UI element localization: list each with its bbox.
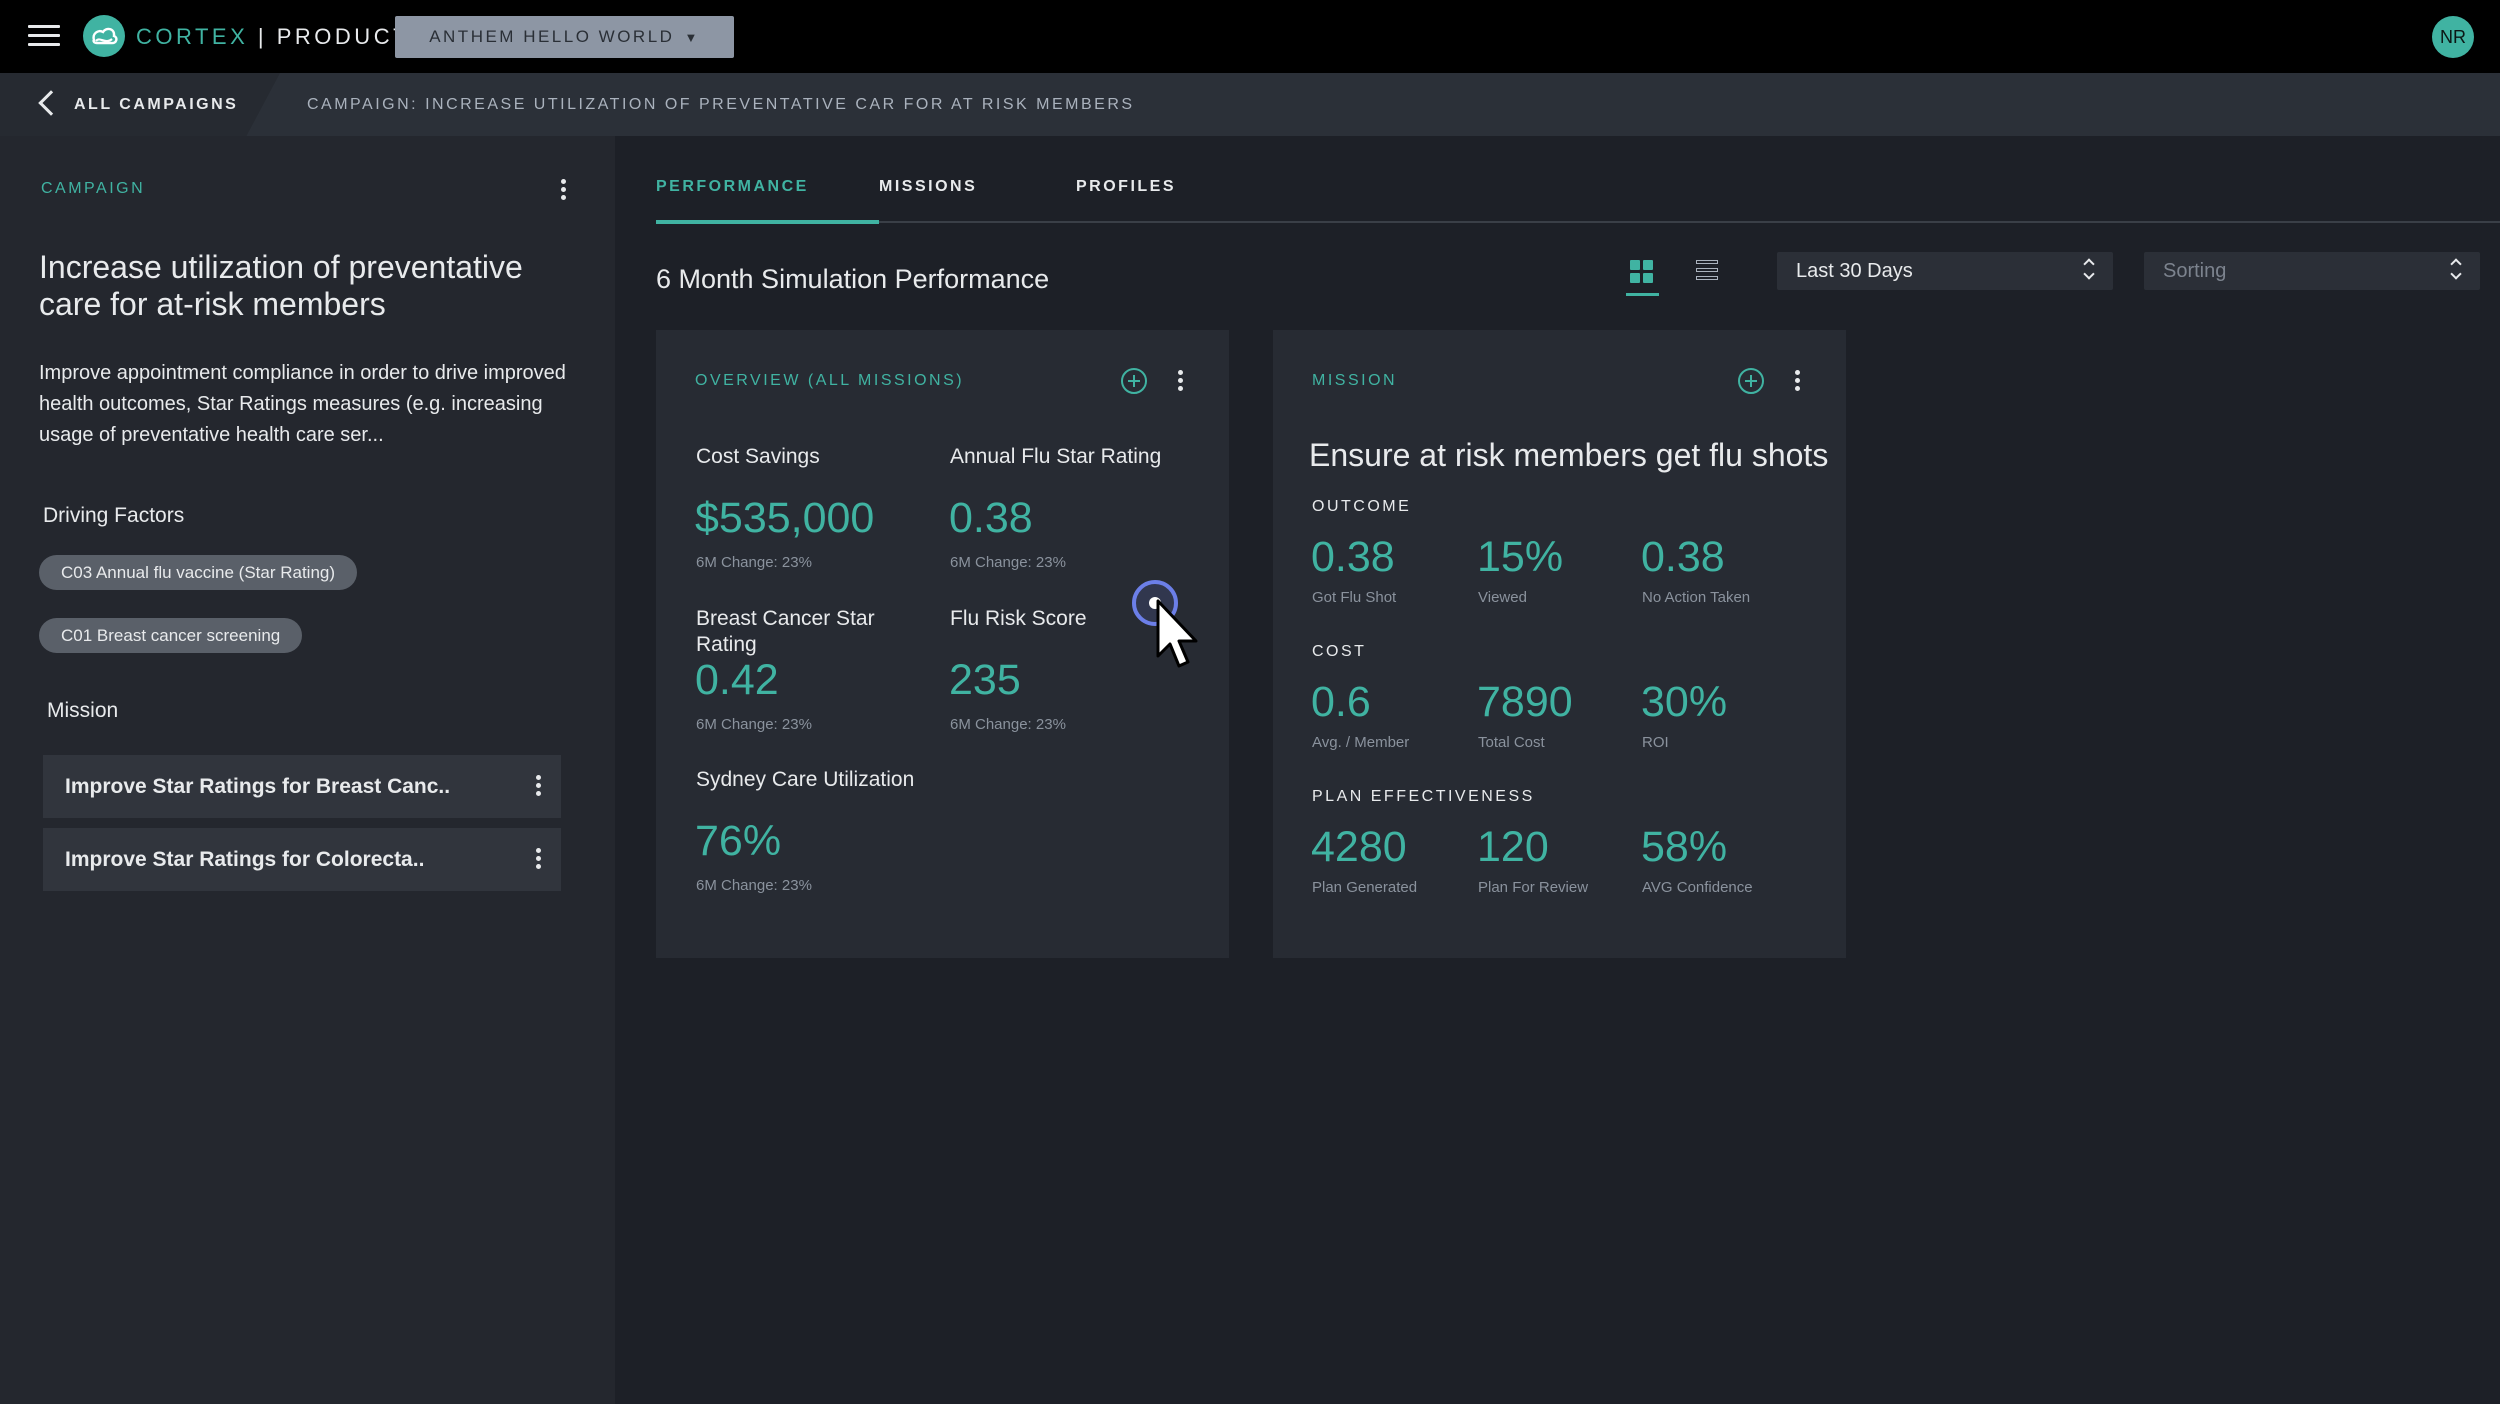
app-title: CORTEX | PRODUCT [136,24,410,50]
active-tab-indicator [656,220,879,224]
metric-title: Sydney Care Utilization [696,768,915,791]
mission-more-icon[interactable] [528,845,548,873]
mission-list-item[interactable]: Improve Star Ratings for Colorecta.. [43,828,561,891]
stat-value: 4280 [1311,823,1407,871]
brand-separator: | [257,24,268,49]
overview-more-icon[interactable] [1170,367,1190,395]
stat-value: 15% [1477,533,1564,581]
stat-value: 7890 [1477,678,1573,726]
menu-icon[interactable] [28,23,60,49]
metric-title: Flu Risk Score [950,607,1087,630]
campaign-sidebar: CAMPAIGN Increase utilization of prevent… [0,136,615,1404]
metric-change: 6M Change: 23% [950,554,1066,571]
up-down-chevron-icon [2083,258,2095,284]
mission-list-item[interactable]: Improve Star Ratings for Breast Canc.. [43,755,561,818]
mission-list-item-label: Improve Star Ratings for Colorecta.. [65,848,425,871]
plan-effectiveness-section-label: PLAN EFFECTIVENESS [1312,788,1535,805]
stat-value: 0.6 [1311,678,1371,726]
metric-title: Breast Cancer Star Rating [696,607,875,656]
metric-change: 6M Change: 23% [696,877,812,894]
metric-change: 6M Change: 23% [696,554,812,571]
driving-factors-heading: Driving Factors [43,504,185,527]
all-campaigns-link[interactable]: ALL CAMPAIGNS [74,96,239,113]
overview-card: OVERVIEW (ALL MISSIONS) Cost Savings $53… [656,330,1229,958]
stat-label: ROI [1642,734,1669,751]
campaign-crumb-prefix: CAMPAIGN: [307,96,419,113]
stat-value: 0.38 [1641,533,1725,581]
stat-value: 30% [1641,678,1728,726]
add-icon[interactable] [1121,368,1147,394]
stat-label: Plan Generated [1312,879,1418,896]
current-campaign-crumb: CAMPAIGN: INCREASE UTILIZATION OF PREVEN… [307,96,1135,114]
stat-label: Viewed [1478,589,1527,606]
date-range-value: Last 30 Days [1796,260,1913,282]
page-title: 6 Month Simulation Performance [656,264,1050,294]
tab-performance[interactable]: PERFORMANCE [656,178,809,195]
stat-value: 0.38 [1311,533,1395,581]
tab-missions[interactable]: MISSIONS [879,178,978,195]
campaign-title: Increase utilization of preventative car… [39,249,523,322]
mission-more-icon[interactable] [528,772,548,800]
top-bar: CORTEX | PRODUCT ANTHEM HELLO WORLD ▼ NR [0,0,2500,73]
user-avatar[interactable]: NR [2432,16,2474,58]
outcome-section-label: OUTCOME [1312,498,1412,515]
mission-heading: Mission [47,699,119,722]
mouse-cursor-icon [1156,599,1198,668]
tabs-divider [656,221,2500,223]
mission-list-item-label: Improve Star Ratings for Breast Canc.. [65,775,451,798]
sorting-placeholder: Sorting [2163,260,2227,282]
chevron-left-icon [38,90,64,116]
product-name: PRODUCT [276,24,411,49]
list-view-icon[interactable] [1696,260,1720,284]
mission-headline: Ensure at risk members get flu shots [1309,437,1829,473]
stat-label: Plan For Review [1478,879,1589,896]
grid-view-icon[interactable] [1630,260,1654,284]
up-down-chevron-icon [2450,258,2462,284]
mission-card: MISSION [1273,330,1846,958]
stat-label: Avg. / Member [1312,734,1410,751]
campaign-section-label: CAMPAIGN [41,180,146,197]
add-icon[interactable] [1738,368,1764,394]
campaign-more-icon[interactable] [553,176,573,204]
metric-title: Annual Flu Star Rating [950,445,1162,468]
metric-value: 0.38 [949,494,1033,542]
metric-change: 6M Change: 23% [696,716,812,733]
campaign-crumb-name: INCREASE UTILIZATION OF PREVENTATIVE CAR… [425,96,1135,113]
campaign-description: Improve appointment compliance in order … [39,362,566,446]
stat-label: No Action Taken [1642,589,1751,606]
metric-change: 6M Change: 23% [950,716,1066,733]
project-selector-label: ANTHEM HELLO WORLD [429,27,675,46]
stat-value: 120 [1477,823,1549,871]
tab-profiles[interactable]: PROFILES [1076,178,1177,195]
sorting-select[interactable]: Sorting [2144,252,2480,290]
project-selector[interactable]: ANTHEM HELLO WORLD ▼ [395,16,734,58]
metric-value: 235 [949,656,1021,704]
brand-name: CORTEX [136,24,249,49]
date-range-select[interactable]: Last 30 Days [1777,252,2113,290]
driving-factor-chip[interactable]: C03 Annual flu vaccine (Star Rating) [39,555,358,590]
stat-value: 58% [1641,823,1728,871]
stat-label: AVG Confidence [1642,879,1753,896]
metric-value: $535,000 [695,494,875,542]
metric-title: Cost Savings [696,445,820,468]
cortex-logo-icon [83,15,125,57]
breadcrumb: ALL CAMPAIGNS CAMPAIGN: INCREASE UTILIZA… [0,73,2500,136]
mission-card-label: MISSION [1312,372,1398,389]
caret-down-icon: ▼ [684,30,700,45]
mission-card-more-icon[interactable] [1787,367,1807,395]
stat-label: Total Cost [1478,734,1545,751]
stat-label: Got Flu Shot [1312,589,1397,606]
metric-value: 76% [695,817,782,865]
metric-value: 0.42 [695,656,779,704]
cost-section-label: COST [1312,643,1367,660]
driving-factor-chip[interactable]: C01 Breast cancer screening [39,618,303,653]
grid-view-active-indicator [1626,293,1659,296]
overview-card-label: OVERVIEW (ALL MISSIONS) [695,372,965,389]
back-to-campaigns-button[interactable]: ALL CAMPAIGNS [0,73,280,136]
